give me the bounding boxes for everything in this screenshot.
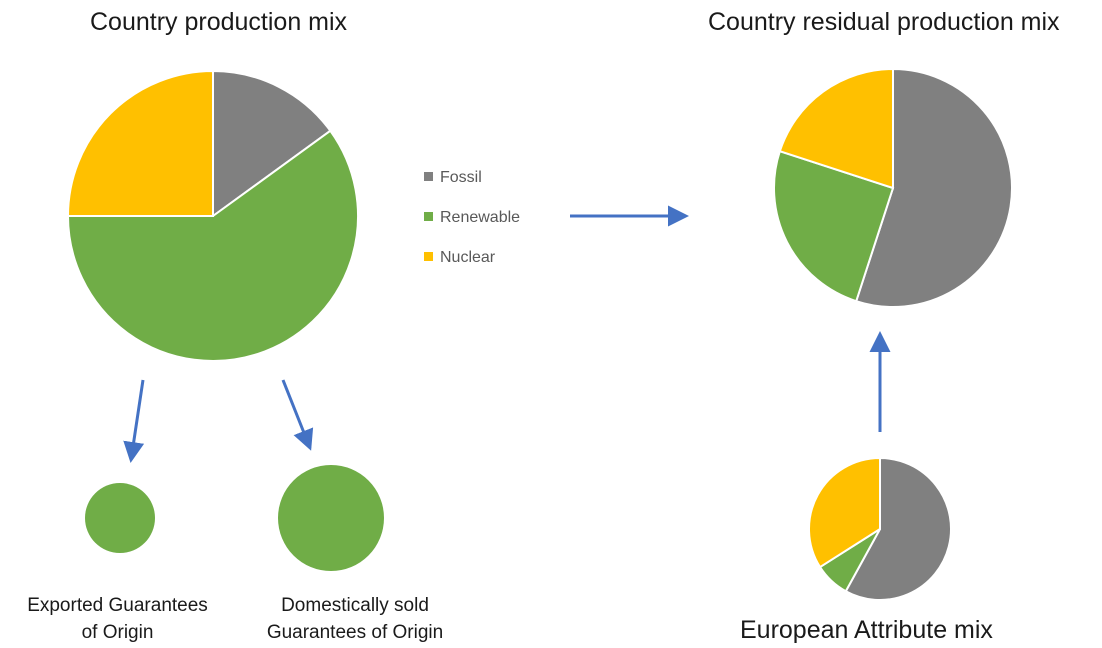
- domestic-go-caption: Domestically sold Guarantees of Origin: [240, 592, 470, 646]
- domestic-go-caption-line-2: Guarantees of Origin: [266, 622, 444, 643]
- production-fossil-slice: [212, 69, 332, 218]
- exported-go-caption: Exported Guarantees of Origin: [0, 592, 235, 646]
- residual-mix-pie: [773, 67, 1013, 308]
- exported-go-circle: [85, 483, 155, 553]
- exported-go-caption-line-1: Exported Guarantees: [27, 595, 208, 616]
- residual-fossil-slice: [854, 67, 1013, 308]
- exported-go-caption-line-2: of Origin: [81, 622, 154, 643]
- domestic-go-circle: [278, 465, 384, 571]
- legend-label-renewable: Renewable: [440, 209, 520, 226]
- residual-renewable-slice: [773, 149, 895, 303]
- production-mix-pie: [66, 69, 359, 362]
- production-nuclear-slice: [66, 69, 214, 217]
- legend-label-nuclear: Nuclear: [440, 249, 496, 266]
- legend: Fossil Renewable Nuclear: [424, 169, 520, 266]
- arrow-to-exported-go: [123, 379, 145, 463]
- european-attribute-mix-title: European Attribute mix: [740, 616, 993, 644]
- legend-label-fossil: Fossil: [440, 169, 482, 186]
- legend-swatch-fossil: [424, 172, 433, 181]
- legend-swatch-renewable: [424, 212, 433, 221]
- european-attribute-mix-pie: [808, 456, 952, 601]
- european-fossil-slice: [844, 456, 952, 601]
- country-residual-mix-title: Country residual production mix: [708, 8, 1060, 36]
- arrow-to-domestic-go: [281, 379, 314, 451]
- european-nuclear-slice: [808, 456, 881, 569]
- legend-swatch-nuclear: [424, 252, 433, 261]
- domestic-go-caption-line-1: Domestically sold: [281, 595, 429, 616]
- country-production-mix-title: Country production mix: [90, 8, 348, 36]
- residual-nuclear-slice: [778, 67, 894, 190]
- production-renewable-slice: [66, 129, 359, 362]
